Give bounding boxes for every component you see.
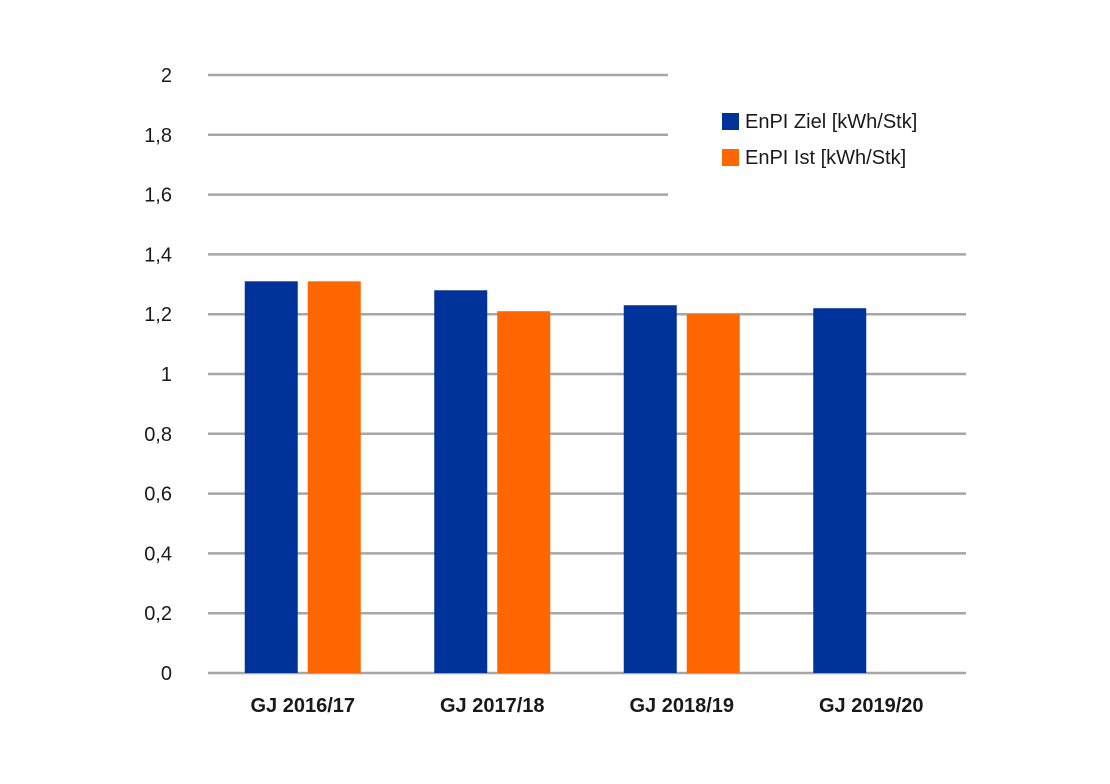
y-tick-label: 1: [161, 364, 172, 386]
y-tick-label: 0: [161, 663, 172, 685]
x-tick-label: GJ 2017/18: [440, 695, 545, 717]
y-tick-label: 0,2: [144, 603, 172, 625]
bar-ziel: [244, 281, 298, 673]
y-tick-label: 0,8: [144, 424, 172, 446]
bar-ist: [686, 314, 740, 673]
legend-swatch-ziel: [722, 113, 739, 130]
x-tick-label: GJ 2018/19: [629, 695, 734, 717]
legend-label-ist: EnPI Ist [kWh/Stk]: [745, 147, 906, 169]
bars: [244, 281, 867, 673]
y-tick-label: 1,8: [144, 125, 172, 147]
y-tick-label: 1,2: [144, 304, 172, 326]
bar-ziel: [813, 308, 867, 673]
bar-ziel: [434, 290, 488, 673]
bar-ziel: [623, 305, 677, 673]
y-tick-label: 0,6: [144, 484, 172, 506]
y-axis-tick-labels: 0 0,2 0,4 0,6 0,8 1 1,2 1,4 1,6 1,8 2: [144, 65, 172, 685]
legend-swatch-ist: [722, 149, 739, 166]
legend-label-ziel: EnPI Ziel [kWh/Stk]: [745, 111, 917, 133]
x-tick-label: GJ 2016/17: [250, 695, 355, 717]
legend-background: [668, 55, 968, 215]
legend: EnPI Ziel [kWh/Stk] EnPI Ist [kWh/Stk]: [668, 55, 968, 215]
y-tick-label: 0,4: [144, 543, 172, 565]
x-axis-tick-labels: GJ 2016/17 GJ 2017/18 GJ 2018/19 GJ 2019/20: [250, 695, 923, 717]
bar-ist: [307, 281, 361, 673]
x-tick-label: GJ 2019/20: [819, 695, 924, 717]
y-tick-label: 1,6: [144, 185, 172, 207]
y-tick-label: 2: [161, 65, 172, 87]
y-tick-label: 1,4: [144, 244, 172, 266]
bar-ist: [497, 311, 551, 673]
